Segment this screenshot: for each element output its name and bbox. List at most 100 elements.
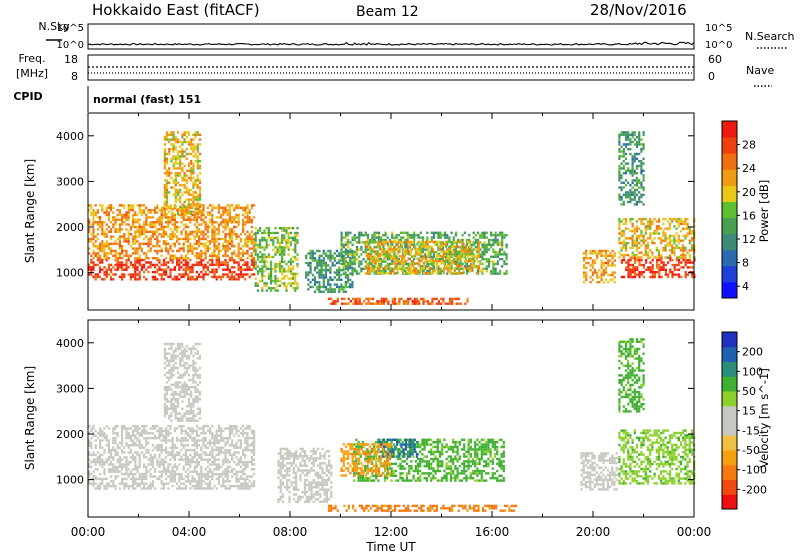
data-cell — [449, 271, 452, 275]
data-cell — [217, 257, 220, 260]
data-cell — [602, 261, 605, 265]
data-cell — [613, 264, 616, 267]
data-cell — [226, 213, 229, 217]
data-cell — [465, 238, 469, 242]
data-cell — [404, 300, 408, 303]
data-cell — [198, 188, 202, 192]
data-cell — [176, 275, 179, 279]
data-cell — [187, 266, 190, 269]
data-cell — [129, 448, 132, 452]
data-cell — [169, 218, 172, 221]
data-cell — [624, 193, 628, 196]
data-cell — [96, 263, 99, 267]
data-cell — [193, 254, 196, 257]
data-cell — [121, 247, 124, 250]
data-cell — [254, 277, 257, 280]
data-cell — [642, 234, 645, 238]
data-cell — [377, 236, 381, 239]
data-cell — [649, 268, 652, 271]
data-cell — [638, 241, 641, 245]
data-cell — [172, 136, 175, 139]
data-cell — [165, 432, 168, 435]
data-cell — [431, 297, 434, 301]
data-cell — [272, 279, 275, 283]
data-cell — [657, 256, 661, 259]
data-cell — [633, 155, 636, 158]
data-cell — [90, 460, 93, 464]
data-cell — [261, 246, 264, 249]
data-cell — [411, 300, 414, 303]
data-cell — [162, 434, 165, 437]
data-cell — [143, 230, 146, 233]
data-cell — [165, 203, 169, 206]
data-cell — [638, 261, 641, 264]
data-cell — [209, 221, 212, 224]
data-cell — [132, 275, 135, 279]
data-cell — [253, 263, 256, 267]
data-cell — [622, 232, 625, 235]
data-cell — [620, 162, 623, 165]
data-cell — [413, 243, 416, 246]
data-cell — [198, 196, 202, 199]
data-cell — [438, 247, 441, 251]
data-cell — [276, 239, 279, 242]
data-cell — [358, 297, 361, 301]
data-cell — [686, 227, 689, 230]
data-cell — [633, 232, 636, 235]
data-cell — [220, 263, 223, 267]
data-cell — [613, 271, 616, 274]
data-cell — [174, 200, 177, 204]
data-cell — [183, 208, 186, 211]
data-cell — [180, 458, 183, 461]
data-cell — [417, 236, 420, 239]
velocity-data-cells — [88, 338, 696, 512]
data-cell — [294, 255, 297, 259]
data-cell — [660, 259, 663, 262]
data-cell — [132, 458, 135, 461]
data-cell — [185, 169, 188, 172]
data-cell — [411, 240, 415, 244]
data-cell — [383, 271, 386, 275]
data-cell — [406, 231, 409, 234]
data-cell — [640, 150, 643, 153]
data-cell — [187, 176, 191, 180]
data-cell — [190, 140, 193, 144]
data-cell — [123, 204, 126, 207]
data-cell — [118, 463, 121, 466]
data-cell — [239, 266, 242, 269]
data-cell — [170, 131, 173, 134]
data-cell — [322, 257, 325, 260]
data-cell — [99, 204, 102, 207]
data-cell — [180, 275, 183, 279]
data-cell — [640, 138, 643, 141]
data-cell — [281, 234, 284, 237]
data-cell — [324, 285, 328, 289]
data-cell — [204, 273, 207, 276]
data-cell — [589, 281, 592, 284]
data-cell — [613, 281, 616, 284]
data-cell — [118, 209, 121, 212]
data-cell — [110, 468, 113, 471]
data-cell — [372, 267, 375, 270]
data-cell — [624, 249, 628, 252]
data-cell — [246, 211, 249, 214]
data-cell — [356, 297, 359, 301]
data-cell — [629, 217, 632, 221]
data-cell — [369, 238, 372, 242]
data-cell — [162, 278, 165, 281]
data-cell — [169, 446, 172, 449]
data-cell — [226, 209, 229, 212]
data-cell — [88, 218, 91, 221]
data-cell — [170, 160, 173, 163]
data-cell — [600, 273, 603, 277]
data-cell — [366, 234, 370, 237]
data-cell — [200, 261, 203, 264]
data-cell — [668, 253, 672, 257]
data-cell — [198, 133, 202, 136]
data-cell — [158, 240, 161, 243]
data-cell — [228, 235, 231, 238]
data-cell — [154, 206, 157, 209]
data-cell — [358, 234, 361, 237]
data-cell — [101, 206, 104, 209]
data-cell — [631, 256, 634, 259]
